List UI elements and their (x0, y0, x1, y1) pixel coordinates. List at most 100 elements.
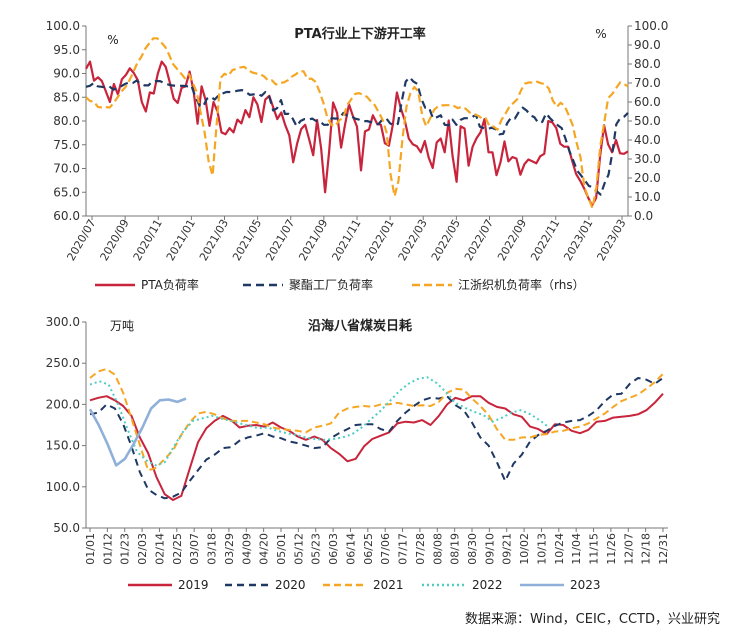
chart2-x-tick-label: 11/26 (605, 533, 618, 565)
chart1-legend-label: PTA负荷率 (141, 277, 199, 292)
chart2-y-tick-label: 50.0 (53, 521, 80, 535)
chart-coastal-coal-consumption: 沿海八省煤炭日耗 万吨 50.0 100.0 150.0 200.0 250.0 300.… (46, 315, 670, 592)
chart1-right-unit: % (595, 27, 606, 41)
chart2-x-tick-label: 03/29 (223, 533, 236, 565)
chart2-y-tick-label: 150.0 (46, 439, 80, 453)
chart2-series-line-2022 (89, 376, 550, 467)
chart1-left-tick-label: 100.0 (46, 19, 80, 33)
chart1-series-line-3 (85, 37, 629, 210)
chart1-x-tick-label: 2023/03 (594, 217, 628, 263)
chart1-left-tick-label: 75.0 (53, 138, 80, 152)
chart1-title: PTA行业上下游开工率 (294, 26, 425, 42)
chart1-x-tick-label: 2022/11 (528, 217, 562, 263)
chart1-legend-item-1: PTA负荷率 (95, 277, 199, 292)
chart2-x-tick-label: 05/12 (292, 533, 305, 565)
chart2-title: 沿海八省煤炭日耗 (308, 318, 412, 334)
chart1-x-tick-label: 2020/09 (98, 217, 132, 263)
chart2-x-tick-label: 02/25 (171, 533, 184, 565)
chart2-x-tick-label: 03/07 (188, 533, 201, 565)
chart-pta-operating-rates: PTA行业上下游开工率 % % 60.0 65.0 70.0 75.0 80.0 85.0… (46, 19, 669, 292)
chart2-legend-label: 2021 (373, 578, 404, 592)
chart2-y-tick-label: 250.0 (46, 356, 80, 370)
chart2-x-tick-label: 01/01 (84, 533, 97, 565)
chart1-left-tick-label: 85.0 (53, 90, 80, 104)
chart2-legend-item-2019: 2019 (128, 578, 209, 592)
chart1-left-tick-label: 70.0 (53, 162, 80, 176)
chart1-legend-label: 江浙织机负荷率（rhs） (458, 277, 585, 292)
chart1-right-tick-label: 50.0 (634, 114, 661, 128)
chart2-series (88, 368, 664, 501)
chart2-x-tick-label: 11/15 (588, 533, 601, 565)
chart1-x-tick-label: 2023/01 (561, 217, 595, 263)
chart1-series (85, 37, 629, 210)
chart1-left-tick-label: 65.0 (53, 185, 80, 199)
chart1-left-tick-label: 60.0 (53, 209, 80, 223)
source-note: 数据来源：Wind，CEIC，CCTD，兴业研究 (465, 612, 720, 627)
chart2-legend-item-2021: 2021 (323, 578, 404, 592)
chart2-x-tick-label: 12/18 (640, 533, 653, 565)
chart1-x-tick-label: 2021/03 (197, 217, 231, 263)
chart2-x-tick-label: 09/21 (501, 533, 514, 565)
chart2-legend-label: 2022 (472, 578, 503, 592)
chart1-legend-item-2: 聚酯工厂负荷率 (243, 277, 373, 292)
chart2-legend-label: 2019 (178, 578, 209, 592)
chart2-series-line-2023 (88, 397, 187, 467)
chart1-left-tick-label: 80.0 (53, 114, 80, 128)
chart2-x-tick-label: 07/06 (379, 533, 392, 565)
chart2-x-tick-label: 02/14 (153, 533, 166, 565)
chart1-right-tick-label: 60.0 (634, 95, 661, 109)
chart1-series-line-1 (85, 60, 629, 207)
chart1-right-tick-label: 40.0 (634, 133, 661, 147)
chart2-legend-label: 2020 (275, 578, 306, 592)
chart1-right-tick-label: 90.0 (634, 38, 661, 52)
chart2-x-tick-label: 03/18 (206, 533, 219, 565)
chart2-x-tick-label: 05/23 (310, 533, 323, 565)
chart1-x-tick-label: 2020/11 (131, 217, 165, 263)
chart2-legend: 2019 2020 2021 2022 2023 (128, 578, 601, 592)
chart2-series-line-2021 (89, 368, 664, 472)
chart1-legend-label: 聚酯工厂负荷率 (289, 277, 373, 292)
chart1-right-tick-label: 20.0 (634, 171, 661, 185)
chart1-right-tick-label: 10.0 (634, 190, 661, 204)
chart1-right-tick-label: 70.0 (634, 76, 661, 90)
chart2-x-tick-label: 07/17 (397, 533, 410, 565)
chart2-axes: 50.0 100.0 150.0 200.0 250.0 300.0 01/01 01/12 0… (46, 315, 670, 565)
chart2-legend-item-2022: 2022 (422, 578, 503, 592)
chart2-x-tick-label: 11/04 (570, 533, 583, 565)
chart1-right-tick-label: 30.0 (634, 152, 661, 166)
chart1-x-tick-label: 2022/05 (429, 217, 463, 263)
chart2-x-tick-label: 10/13 (535, 533, 548, 565)
chart1-right-tick-label: 80.0 (634, 57, 661, 71)
chart2-x-tick-label: 07/28 (414, 533, 427, 565)
chart2-x-tick-label: 05/01 (275, 533, 288, 565)
chart1-right-tick-label: 0.0 (634, 209, 653, 223)
chart2-x-tick-label: 01/23 (119, 533, 132, 565)
chart1-x-tick-label: 2021/09 (296, 217, 330, 263)
chart2-x-tick-label: 12/07 (622, 533, 635, 565)
chart2-x-tick-label: 06/14 (344, 533, 357, 565)
chart2-x-tick-label: 09/10 (483, 533, 496, 565)
chart1-x-tick-label: 2022/07 (462, 217, 496, 263)
chart2-series-line-2019 (89, 393, 664, 501)
chart1-x-tick-label: 2022/03 (396, 217, 430, 263)
chart1-x-tick-label: 2021/05 (230, 217, 264, 263)
chart2-x-tick-label: 06/03 (327, 533, 340, 565)
chart1-x-tick-label: 2021/01 (164, 217, 198, 263)
chart1-series-line-2 (85, 76, 629, 196)
chart2-y-tick-label: 200.0 (46, 397, 80, 411)
chart2-legend-item-2023: 2023 (520, 578, 601, 592)
chart1-x-tick-label: 2020/07 (64, 217, 98, 263)
chart2-legend-label: 2023 (570, 578, 601, 592)
chart2-y-tick-label: 300.0 (46, 315, 80, 329)
chart2-x-tick-label: 04/20 (258, 533, 271, 565)
chart2-x-tick-label: 01/12 (101, 533, 114, 565)
chart2-x-tick-label: 10/02 (518, 533, 531, 565)
chart1-left-unit: % (107, 33, 118, 47)
chart1-x-tick-label: 2022/09 (495, 217, 529, 263)
chart1-right-tick-label: 100.0 (634, 19, 668, 33)
chart1-legend-item-3: 江浙织机负荷率（rhs） (412, 277, 585, 292)
chart2-legend-item-2020: 2020 (225, 578, 306, 592)
chart2-x-tick-label: 12/31 (657, 533, 670, 565)
chart1-left-tick-label: 90.0 (53, 67, 80, 81)
